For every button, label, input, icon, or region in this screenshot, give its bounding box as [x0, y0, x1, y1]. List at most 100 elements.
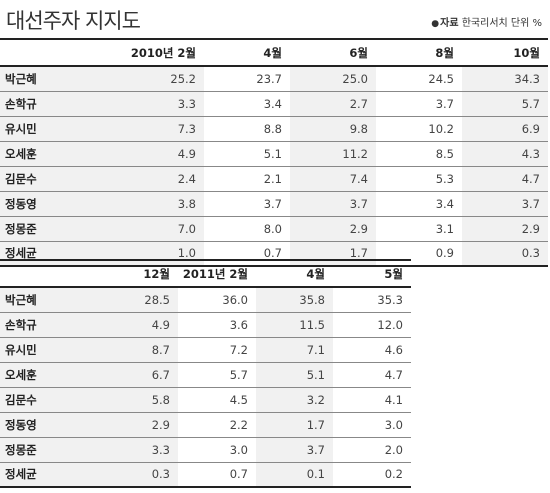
poll-value-cell: 3.7 — [256, 437, 333, 462]
page-title: 대선주자 지지도 — [6, 9, 141, 33]
poll-value-cell: 1.7 — [290, 241, 376, 266]
candidate-name: 오세훈 — [0, 362, 78, 387]
poll-value-cell: 11.5 — [256, 312, 333, 337]
candidate-name: 정동영 — [0, 412, 78, 437]
poll-value-cell: 3.3 — [78, 437, 178, 462]
poll-value-cell: 3.7 — [462, 191, 548, 216]
table-row: 정몽준 7.0 8.0 2.9 3.1 2.9 — [0, 216, 548, 241]
header-blank-cell — [0, 260, 78, 287]
poll-value-cell: 8.7 — [78, 337, 178, 362]
poll-value-cell: 4.9 — [118, 141, 204, 166]
table-row: 손학규 4.9 3.6 11.5 12.0 — [0, 312, 411, 337]
column-header: 4월 — [306, 266, 325, 281]
poll-value-cell: 3.8 — [118, 191, 204, 216]
candidate-name: 유시민 — [0, 337, 78, 362]
poll-value-cell: 12.0 — [333, 312, 411, 337]
column-header: 12월 — [143, 266, 170, 281]
poll-value-cell: 0.7 — [178, 462, 256, 487]
poll-value-cell: 25.2 — [118, 66, 204, 91]
poll-value-cell: 3.4 — [204, 91, 290, 116]
candidate-name: 김문수 — [0, 166, 118, 191]
poll-value-cell: 28.5 — [78, 287, 178, 312]
poll-value-cell: 2.2 — [178, 412, 256, 437]
poll-value-cell: 24.5 — [376, 66, 462, 91]
candidate-name: 유시민 — [0, 116, 118, 141]
table-row: 김문수 2.4 2.1 7.4 5.3 4.7 — [0, 166, 548, 191]
poll-table-2010: 2010년 2월 4월 6월 8월 10월 박근혜 25.2 23.7 25.0 24.5 34.… — [0, 38, 548, 267]
table-row: 정세균 1.0 0.7 1.7 0.9 0.3 — [0, 241, 548, 266]
poll-value-cell: 4.9 — [78, 312, 178, 337]
candidate-name: 손학규 — [0, 91, 118, 116]
table-row: 박근혜 28.5 36.0 35.8 35.3 — [0, 287, 411, 312]
poll-value-cell: 23.7 — [204, 66, 290, 91]
column-header: 5월 — [384, 266, 403, 281]
table-row: 정동영 3.8 3.7 3.7 3.4 3.7 — [0, 191, 548, 216]
poll-value-cell: 3.0 — [333, 412, 411, 437]
table-row: 김문수 5.8 4.5 3.2 4.1 — [0, 387, 411, 412]
poll-value-cell: 2.1 — [204, 166, 290, 191]
poll-value-cell: 9.8 — [290, 116, 376, 141]
poll-value-cell: 7.4 — [290, 166, 376, 191]
poll-value-cell: 7.1 — [256, 337, 333, 362]
table-row: 오세훈 4.9 5.1 11.2 8.5 4.3 — [0, 141, 548, 166]
poll-value-cell: 3.3 — [118, 91, 204, 116]
poll-value-cell: 3.1 — [376, 216, 462, 241]
table-row: 오세훈 6.7 5.7 5.1 4.7 — [0, 362, 411, 387]
poll-value-cell: 7.2 — [178, 337, 256, 362]
table-row: 정동영 2.9 2.2 1.7 3.0 — [0, 412, 411, 437]
poll-value-cell: 11.2 — [290, 141, 376, 166]
column-header: 2011년 2월 — [182, 266, 248, 281]
poll-value-cell: 4.7 — [333, 362, 411, 387]
poll-value-cell: 3.6 — [178, 312, 256, 337]
poll-value-cell: 10.2 — [376, 116, 462, 141]
poll-value-cell: 0.7 — [204, 241, 290, 266]
poll-value-cell: 4.3 — [462, 141, 548, 166]
candidate-name: 정동영 — [0, 191, 118, 216]
source-note: ●자료 한국리서치 단위 % — [431, 14, 542, 29]
poll-value-cell: 1.0 — [118, 241, 204, 266]
poll-value-cell: 2.9 — [462, 216, 548, 241]
candidate-name: 박근혜 — [0, 287, 78, 312]
poll-value-cell: 5.8 — [78, 387, 178, 412]
column-header: 10월 — [513, 45, 540, 60]
poll-value-cell: 3.0 — [178, 437, 256, 462]
poll-value-cell: 0.3 — [78, 462, 178, 487]
column-header: 2010년 2월 — [130, 45, 196, 60]
poll-value-cell: 5.3 — [376, 166, 462, 191]
poll-value-cell: 4.1 — [333, 387, 411, 412]
poll-value-cell: 5.7 — [178, 362, 256, 387]
header-blank-cell — [0, 39, 118, 66]
table-row: 유시민 8.7 7.2 7.1 4.6 — [0, 337, 411, 362]
poll-table-2011: 12월 2011년 2월 4월 5월 박근혜 28.5 36.0 35.8 35.3 손학규 4.… — [0, 259, 411, 488]
header-row: 12월 2011년 2월 4월 5월 — [0, 260, 411, 287]
column-header: 6월 — [349, 45, 368, 60]
poll-value-cell: 5.1 — [204, 141, 290, 166]
poll-value-cell: 35.8 — [256, 287, 333, 312]
poll-value-cell: 3.4 — [376, 191, 462, 216]
poll-value-cell: 8.0 — [204, 216, 290, 241]
table-row: 박근혜 25.2 23.7 25.0 24.5 34.3 — [0, 66, 548, 91]
poll-value-cell: 2.7 — [290, 91, 376, 116]
poll-value-cell: 8.5 — [376, 141, 462, 166]
bullet-icon: ● — [431, 19, 440, 29]
poll-value-cell: 7.0 — [118, 216, 204, 241]
candidate-name: 정세균 — [0, 462, 78, 487]
poll-value-cell: 34.3 — [462, 66, 548, 91]
table-row: 손학규 3.3 3.4 2.7 3.7 5.7 — [0, 91, 548, 116]
header-row: 2010년 2월 4월 6월 8월 10월 — [0, 39, 548, 66]
poll-value-cell: 8.8 — [204, 116, 290, 141]
poll-value-cell: 2.4 — [118, 166, 204, 191]
poll-value-cell: 0.1 — [256, 462, 333, 487]
poll-value-cell: 3.7 — [204, 191, 290, 216]
poll-value-cell: 6.9 — [462, 116, 548, 141]
poll-value-cell: 0.2 — [333, 462, 411, 487]
poll-value-cell: 1.7 — [256, 412, 333, 437]
poll-value-cell: 3.2 — [256, 387, 333, 412]
candidate-name: 김문수 — [0, 387, 78, 412]
table-row: 유시민 7.3 8.8 9.8 10.2 6.9 — [0, 116, 548, 141]
poll-value-cell: 7.3 — [118, 116, 204, 141]
poll-value-cell: 2.9 — [290, 216, 376, 241]
poll-value-cell: 0.3 — [462, 241, 548, 266]
poll-value-cell: 5.7 — [462, 91, 548, 116]
candidate-name: 손학규 — [0, 312, 78, 337]
